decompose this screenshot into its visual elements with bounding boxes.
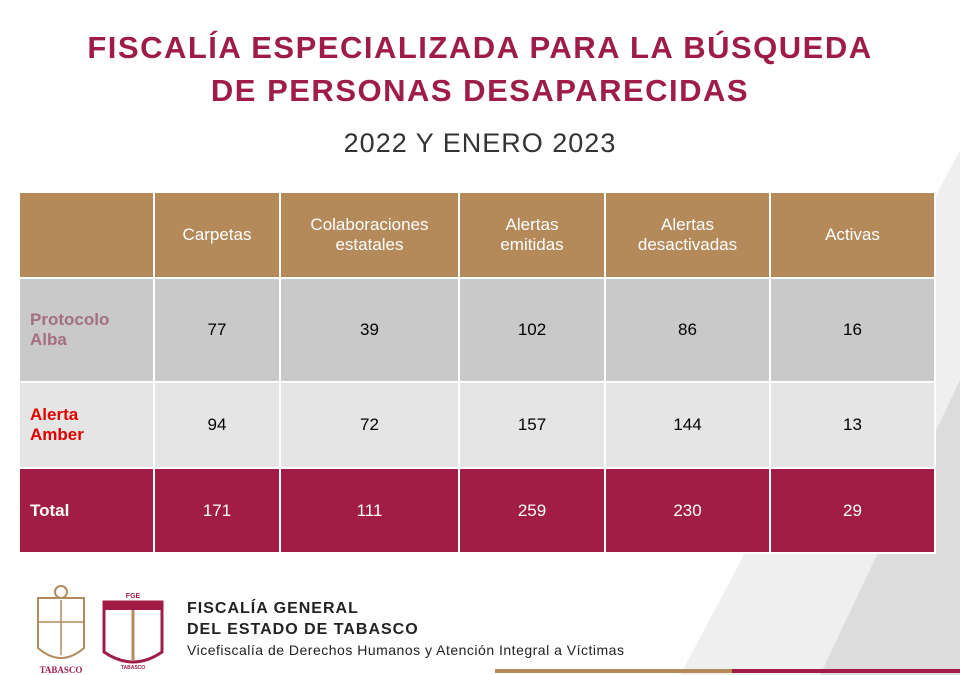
value-cell: 86 bbox=[604, 277, 771, 383]
subtitle: 2022 Y ENERO 2023 bbox=[343, 128, 617, 158]
value-cell: 94 bbox=[153, 381, 281, 469]
logo-text: FGE bbox=[126, 593, 141, 600]
row-label-text: Alerta Amber bbox=[30, 405, 84, 444]
title-line: DE PERSONAS DESAPARECIDAS bbox=[210, 73, 750, 108]
header-text: Alertas emitidas bbox=[500, 215, 564, 254]
value-cell: 29 bbox=[769, 467, 936, 554]
header-row: Carpetas Colaboraciones estatales Alerta… bbox=[18, 191, 936, 279]
data-table: Carpetas Colaboraciones estatales Alerta… bbox=[18, 191, 936, 554]
logo-text: TABASCO bbox=[40, 665, 83, 675]
logo-text: TABASCO bbox=[121, 665, 145, 671]
table-row: Alerta Amber 94 72 157 144 13 bbox=[18, 381, 936, 469]
value-cell: 171 bbox=[153, 467, 281, 554]
table-row: Total 171 111 259 230 29 bbox=[18, 467, 936, 554]
header-cell: Colaboraciones estatales bbox=[279, 191, 460, 279]
value-cell: 259 bbox=[458, 467, 606, 554]
value-cell: 230 bbox=[604, 467, 771, 554]
value-cell: 77 bbox=[153, 277, 281, 383]
value-cell: 39 bbox=[279, 277, 460, 383]
title-line: FISCALÍA ESPECIALIZADA PARA LA BÚSQUEDA bbox=[87, 30, 873, 65]
value-cell: 16 bbox=[769, 277, 936, 383]
header-text: Colaboraciones estatales bbox=[310, 215, 429, 254]
header-cell: Activas bbox=[769, 191, 936, 279]
unit-text: Vicefiscalía de Derechos Humanos y Atenc… bbox=[187, 642, 625, 658]
value-cell: 13 bbox=[769, 381, 936, 469]
header-cell bbox=[18, 191, 155, 279]
header-cell: Alertas emitidas bbox=[458, 191, 606, 279]
value-cell: 102 bbox=[458, 277, 606, 383]
header-text: Activas bbox=[825, 225, 880, 244]
row-label-text: Total bbox=[30, 500, 70, 520]
value-cell: 157 bbox=[458, 381, 606, 469]
header-text: Carpetas bbox=[182, 225, 252, 244]
org-line: DEL ESTADO DE TABASCO bbox=[187, 621, 419, 638]
value-cell: 72 bbox=[279, 381, 460, 469]
row-label: Alerta Amber bbox=[18, 381, 155, 469]
logo-tabasco: TABASCO bbox=[37, 585, 85, 675]
org-line: FISCALÍA GENERAL bbox=[187, 600, 359, 617]
row-label-text: Protocolo Alba bbox=[30, 310, 110, 349]
row-label: Protocolo Alba bbox=[18, 277, 155, 383]
header-cell: Carpetas bbox=[153, 191, 281, 279]
value-cell: 111 bbox=[279, 467, 460, 554]
table-row: Protocolo Alba 77 39 102 86 16 bbox=[18, 277, 936, 383]
header-cell: Alertas desactivadas bbox=[604, 191, 771, 279]
value-cell: 144 bbox=[604, 381, 771, 469]
header-text: Alertas desactivadas bbox=[637, 215, 738, 254]
row-label: Total bbox=[18, 467, 155, 554]
logo-fge: FGE TABASCO bbox=[102, 593, 164, 671]
